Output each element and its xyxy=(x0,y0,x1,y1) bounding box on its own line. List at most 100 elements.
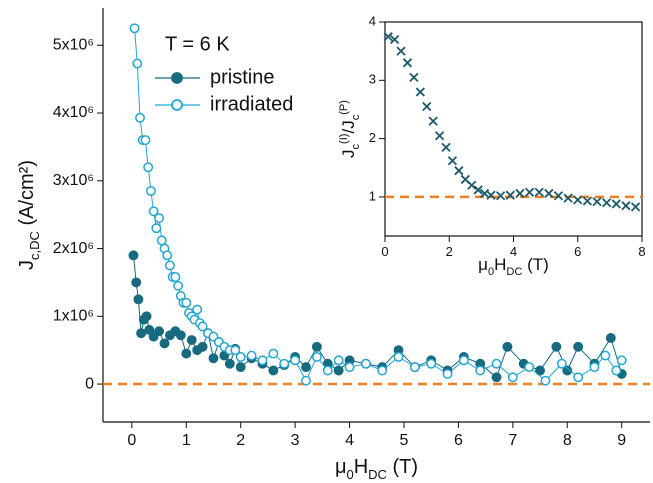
marker xyxy=(630,202,641,212)
label-part: c,DC xyxy=(27,231,42,260)
marker xyxy=(600,350,611,361)
x-tick-label: 8 xyxy=(563,432,572,449)
marker xyxy=(441,142,451,153)
marker xyxy=(428,116,438,126)
marker xyxy=(301,362,311,373)
marker xyxy=(502,341,513,352)
marker xyxy=(208,353,219,364)
marker xyxy=(535,365,546,376)
y-axis-label: Jc,DC (A/cm²) xyxy=(16,160,42,270)
x-tick-label: 9 xyxy=(617,432,626,449)
x-tick-label: 1 xyxy=(182,432,191,449)
x-tick-label: 0 xyxy=(127,432,136,449)
y-tick-label: 3 xyxy=(369,72,376,87)
label-part: (A/cm²) xyxy=(16,160,38,231)
label-part: DC xyxy=(368,467,387,482)
label-part: (P) xyxy=(338,100,350,115)
marker xyxy=(611,199,621,209)
marker xyxy=(573,341,584,352)
marker xyxy=(360,358,371,369)
marker xyxy=(402,58,413,68)
label-part: /J xyxy=(339,120,358,133)
x-tick-label: 8 xyxy=(638,244,645,259)
marker xyxy=(479,188,490,199)
y-tick-label: 1x10⁶ xyxy=(53,308,94,325)
marker xyxy=(344,362,355,373)
marker xyxy=(491,372,502,383)
marker xyxy=(140,135,151,146)
marker xyxy=(434,131,445,141)
y-tick-label: 3x10⁶ xyxy=(53,172,94,189)
marker xyxy=(144,324,155,335)
x-tick-label: 3 xyxy=(291,432,300,449)
marker xyxy=(454,166,464,176)
marker xyxy=(544,188,554,199)
marker xyxy=(447,156,458,166)
marker xyxy=(151,223,162,234)
y-tick-label: 1 xyxy=(369,188,376,203)
marker xyxy=(475,365,486,376)
marker xyxy=(540,375,551,386)
marker xyxy=(197,321,208,332)
label-part: 0 xyxy=(346,467,353,482)
marker xyxy=(534,187,544,197)
marker xyxy=(268,348,279,359)
label-part: (T) xyxy=(387,456,418,478)
marker xyxy=(611,365,622,376)
marker xyxy=(616,355,627,366)
y-tick-label: 4 xyxy=(369,13,376,28)
marker xyxy=(573,195,583,205)
marker xyxy=(491,358,502,369)
x-tick-label: 0 xyxy=(381,244,388,259)
marker xyxy=(135,112,145,123)
x-tick-label: 2 xyxy=(236,432,245,449)
marker xyxy=(322,365,333,376)
y-tick-label: 0 xyxy=(85,375,94,392)
label-part: μ xyxy=(478,255,488,274)
marker xyxy=(181,297,192,308)
marker xyxy=(442,368,453,379)
y-tick-label: 2 xyxy=(369,130,376,145)
y-tick-label: 4x10⁶ xyxy=(53,104,94,121)
marker xyxy=(197,341,208,352)
label-part: (I) xyxy=(338,134,350,144)
marker xyxy=(515,188,525,199)
marker xyxy=(257,355,268,366)
marker xyxy=(562,365,573,376)
marker xyxy=(279,358,290,369)
x-axis-label: μ0HDC (T) xyxy=(478,255,549,277)
x-tick-label: 7 xyxy=(508,432,517,449)
label-part: μ xyxy=(335,456,347,478)
annotation: T = 6 K xyxy=(165,33,230,55)
label-part: H xyxy=(494,255,506,274)
marker xyxy=(563,193,573,203)
marker xyxy=(621,201,631,211)
label-part: c xyxy=(350,114,362,120)
marker xyxy=(290,355,301,366)
label-part: J xyxy=(16,260,38,270)
marker xyxy=(301,375,311,386)
marker xyxy=(377,365,388,376)
x-tick-label: 6 xyxy=(454,432,463,449)
y-tick-label: 5x10⁶ xyxy=(53,36,94,53)
x-axis-label: μ0HDC (T) xyxy=(335,456,418,482)
x-tick-label: 2 xyxy=(446,244,453,259)
marker xyxy=(573,372,584,383)
legend-label: irradiated xyxy=(210,93,293,115)
marker xyxy=(409,72,419,83)
marker xyxy=(383,31,393,42)
marker xyxy=(422,101,432,112)
marker xyxy=(154,213,165,223)
label-part: (T) xyxy=(522,255,548,274)
label-part: J xyxy=(339,149,358,158)
label-part: c xyxy=(350,143,362,149)
marker xyxy=(129,23,140,34)
marker xyxy=(589,362,600,373)
marker xyxy=(133,294,144,305)
inset-frame xyxy=(384,21,643,237)
marker xyxy=(458,355,469,366)
marker xyxy=(496,191,506,201)
legend-label: pristine xyxy=(210,66,274,88)
marker xyxy=(415,87,425,97)
marker xyxy=(162,250,173,261)
